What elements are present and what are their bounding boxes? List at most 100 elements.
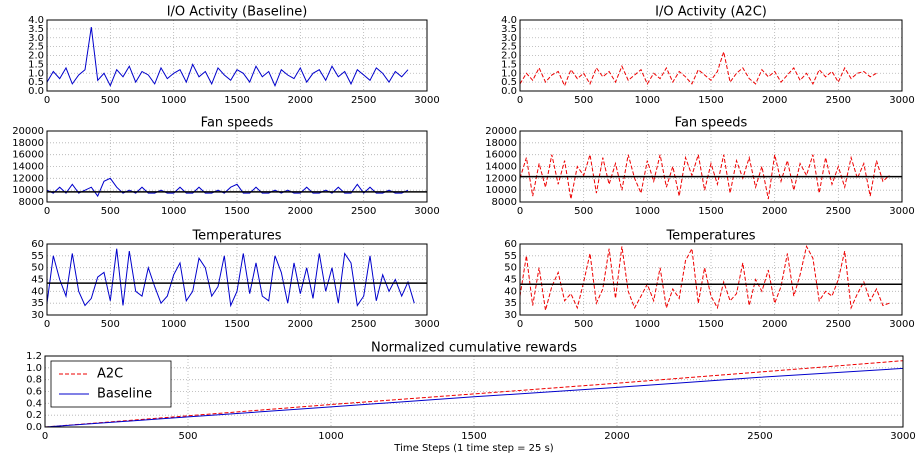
- y-tick-label: 0.5: [501, 77, 517, 88]
- x-tick-label: 0: [44, 319, 50, 330]
- x-tick-label: 2000: [604, 431, 629, 442]
- y-tick-label: 1.0: [28, 68, 44, 79]
- x-tick-label: 2500: [826, 95, 851, 106]
- y-tick-label: 30: [31, 310, 44, 321]
- y-tick-label: 0.5: [28, 77, 44, 88]
- y-tick-label: 0.2: [26, 410, 42, 421]
- x-tick-label: 0: [517, 319, 523, 330]
- x-tick-label: 1000: [161, 319, 186, 330]
- x-tick-label: 1000: [635, 206, 660, 217]
- legend-label: A2C: [97, 367, 123, 382]
- series-line: [46, 27, 409, 87]
- x-tick-label: 1000: [318, 431, 343, 442]
- x-tick-label: 3000: [889, 319, 914, 330]
- x-tick-label: 1500: [224, 95, 249, 106]
- y-tick-label: 40: [31, 286, 44, 297]
- x-tick-label: 2000: [762, 206, 787, 217]
- x-tick-label: 2500: [826, 319, 851, 330]
- y-tick-label: 1.5: [501, 59, 517, 70]
- x-tick-label: 2500: [826, 206, 851, 217]
- x-axis-label: Time Steps (1 time step = 25 s): [393, 443, 554, 454]
- x-tick-label: 1000: [161, 95, 186, 106]
- y-tick-label: 0.0: [28, 86, 44, 97]
- y-tick-label: 0.6: [26, 387, 42, 398]
- y-tick-label: 16000: [12, 150, 44, 161]
- x-tick-label: 2000: [288, 319, 313, 330]
- plot-frame: [46, 243, 428, 316]
- x-tick-label: 2000: [762, 95, 787, 106]
- y-tick-label: 1.5: [28, 59, 44, 70]
- plot-frame: [46, 130, 428, 203]
- y-tick-label: 3.5: [501, 24, 517, 35]
- chart-title: I/O Activity (A2C): [655, 5, 767, 20]
- y-tick-label: 0.0: [501, 86, 517, 97]
- y-tick-label: 1.0: [26, 363, 42, 374]
- y-tick-label: 10000: [485, 185, 517, 196]
- x-tick-label: 2000: [288, 95, 313, 106]
- series-line: [519, 49, 877, 87]
- y-tick-label: 2.5: [28, 42, 44, 53]
- y-tick-label: 40: [504, 286, 517, 297]
- x-tick-label: 500: [574, 206, 593, 217]
- x-tick-label: 500: [574, 95, 593, 106]
- y-tick-label: 50: [31, 263, 44, 274]
- y-tick-label: 0.4: [26, 398, 42, 409]
- y-tick-label: 0.0: [26, 422, 42, 433]
- x-tick-label: 1500: [698, 95, 723, 106]
- plot-frame: [519, 19, 903, 92]
- x-tick-label: 500: [101, 206, 120, 217]
- y-tick-label: 3.5: [28, 24, 44, 35]
- y-tick-label: 8000: [19, 197, 44, 208]
- y-tick-label: 20000: [12, 126, 44, 137]
- legend-label: Baseline: [97, 387, 152, 402]
- y-tick-label: 35: [504, 298, 517, 309]
- x-tick-label: 3000: [889, 206, 914, 217]
- plot-frame: [519, 130, 903, 203]
- x-tick-label: 1000: [161, 206, 186, 217]
- y-tick-label: 16000: [485, 150, 517, 161]
- x-tick-label: 2500: [351, 95, 376, 106]
- series-line: [46, 177, 409, 198]
- x-tick-label: 2500: [351, 206, 376, 217]
- x-tick-label: 3000: [414, 95, 439, 106]
- chart-title: Fan speeds: [675, 116, 748, 131]
- chart-title: I/O Activity (Baseline): [167, 5, 308, 20]
- x-tick-label: 1500: [224, 206, 249, 217]
- y-tick-label: 55: [504, 251, 517, 262]
- x-tick-label: 0: [42, 431, 48, 442]
- series-line: [44, 360, 904, 428]
- x-tick-label: 2000: [288, 206, 313, 217]
- y-tick-label: 45: [504, 275, 517, 286]
- x-tick-label: 1500: [698, 206, 723, 217]
- y-tick-label: 14000: [12, 162, 44, 173]
- y-tick-label: 8000: [492, 197, 517, 208]
- x-tick-label: 500: [101, 319, 120, 330]
- x-tick-label: 3000: [890, 431, 915, 442]
- legend-box: [50, 360, 172, 408]
- y-tick-label: 4.0: [28, 15, 44, 26]
- x-tick-label: 0: [44, 206, 50, 217]
- y-tick-label: 20000: [485, 126, 517, 137]
- chart-title: Temperatures: [665, 229, 755, 244]
- x-tick-label: 1500: [224, 319, 249, 330]
- plot-frame: [46, 19, 428, 92]
- y-tick-label: 60: [504, 239, 517, 250]
- x-tick-label: 2500: [351, 319, 376, 330]
- chart-title: Normalized cumulative rewards: [371, 341, 577, 356]
- y-tick-label: 1.0: [501, 68, 517, 79]
- y-tick-label: 30: [504, 310, 517, 321]
- series-line: [519, 154, 890, 200]
- series-line: [44, 367, 904, 428]
- y-tick-label: 2.5: [501, 42, 517, 53]
- y-tick-label: 12000: [12, 173, 44, 184]
- x-tick-label: 1000: [635, 319, 660, 330]
- x-tick-label: 1000: [635, 95, 660, 106]
- y-tick-label: 3.0: [501, 33, 517, 44]
- plot-frame: [519, 243, 903, 316]
- plot-frame: [44, 355, 904, 428]
- series-line: [46, 248, 415, 308]
- y-tick-label: 10000: [12, 185, 44, 196]
- y-tick-label: 0.8: [26, 375, 42, 386]
- x-tick-label: 2500: [747, 431, 772, 442]
